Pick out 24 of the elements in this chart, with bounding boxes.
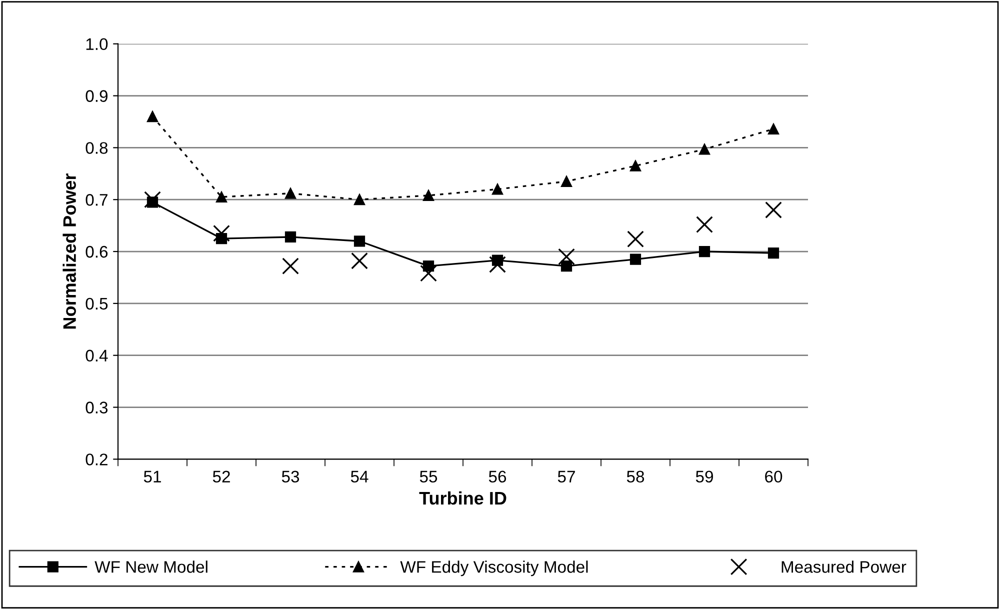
- x-tick-label: 55: [420, 470, 438, 483]
- y-tick-label: 0.6: [86, 246, 108, 258]
- x-tick-label: 56: [488, 470, 506, 483]
- y-tick-label: 0.2: [86, 454, 108, 466]
- legend-label: Measured Power: [782, 560, 906, 573]
- y-tick-label: 0.3: [86, 402, 108, 414]
- x-tick-label: 60: [765, 470, 782, 483]
- y-tick-label: 0.4: [86, 350, 108, 362]
- legend-label: WF Eddy Viscosity Model: [400, 560, 588, 576]
- x-tick-label: 58: [626, 470, 644, 483]
- y-tick-label: 0.5: [86, 298, 108, 310]
- x-tick-label: 52: [212, 470, 230, 483]
- legend-label: WF New Model: [94, 560, 208, 573]
- y-tick-label: 0.8: [86, 142, 108, 154]
- x-tick-label: 59: [696, 470, 713, 483]
- y-axis-title: Normalized Power: [62, 174, 76, 329]
- x-tick-label: 53: [282, 470, 300, 483]
- x-tick-label: 57: [558, 470, 575, 483]
- x-tick-label: 54: [350, 470, 368, 483]
- x-axis-title: Turbine ID: [419, 491, 506, 505]
- y-tick-label: 0.9: [86, 90, 108, 102]
- y-tick-label: 0.7: [86, 194, 108, 206]
- y-tick-label: 1.0: [86, 38, 108, 50]
- x-tick-label: 51: [144, 470, 161, 483]
